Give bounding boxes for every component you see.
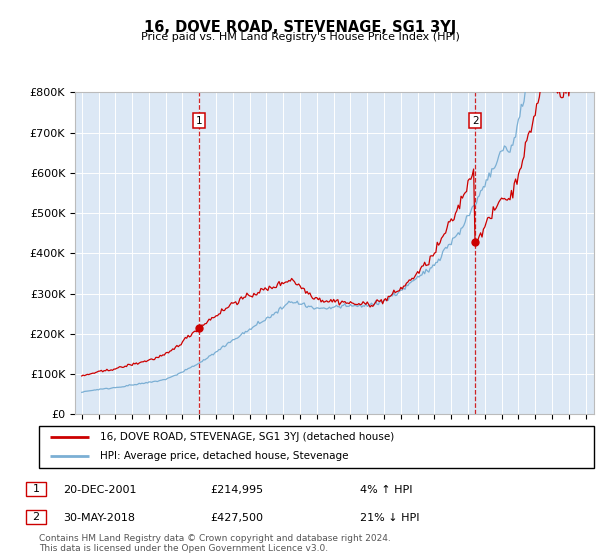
Text: 4% ↑ HPI: 4% ↑ HPI [360,485,413,495]
Text: 20-DEC-2001: 20-DEC-2001 [63,485,137,495]
Text: 21% ↓ HPI: 21% ↓ HPI [360,513,419,523]
Text: Contains HM Land Registry data © Crown copyright and database right 2024.
This d: Contains HM Land Registry data © Crown c… [39,534,391,553]
Text: Price paid vs. HM Land Registry's House Price Index (HPI): Price paid vs. HM Land Registry's House … [140,32,460,43]
Text: £427,500: £427,500 [210,513,263,523]
Text: 1: 1 [32,484,40,494]
Text: HPI: Average price, detached house, Stevenage: HPI: Average price, detached house, Stev… [100,451,349,461]
Text: 2: 2 [32,512,40,522]
Text: 16, DOVE ROAD, STEVENAGE, SG1 3YJ (detached house): 16, DOVE ROAD, STEVENAGE, SG1 3YJ (detac… [100,432,394,442]
Text: £214,995: £214,995 [210,485,263,495]
Text: 30-MAY-2018: 30-MAY-2018 [63,513,135,523]
Text: 16, DOVE ROAD, STEVENAGE, SG1 3YJ: 16, DOVE ROAD, STEVENAGE, SG1 3YJ [144,20,456,35]
Text: 1: 1 [196,115,202,125]
Text: 2: 2 [472,115,478,125]
